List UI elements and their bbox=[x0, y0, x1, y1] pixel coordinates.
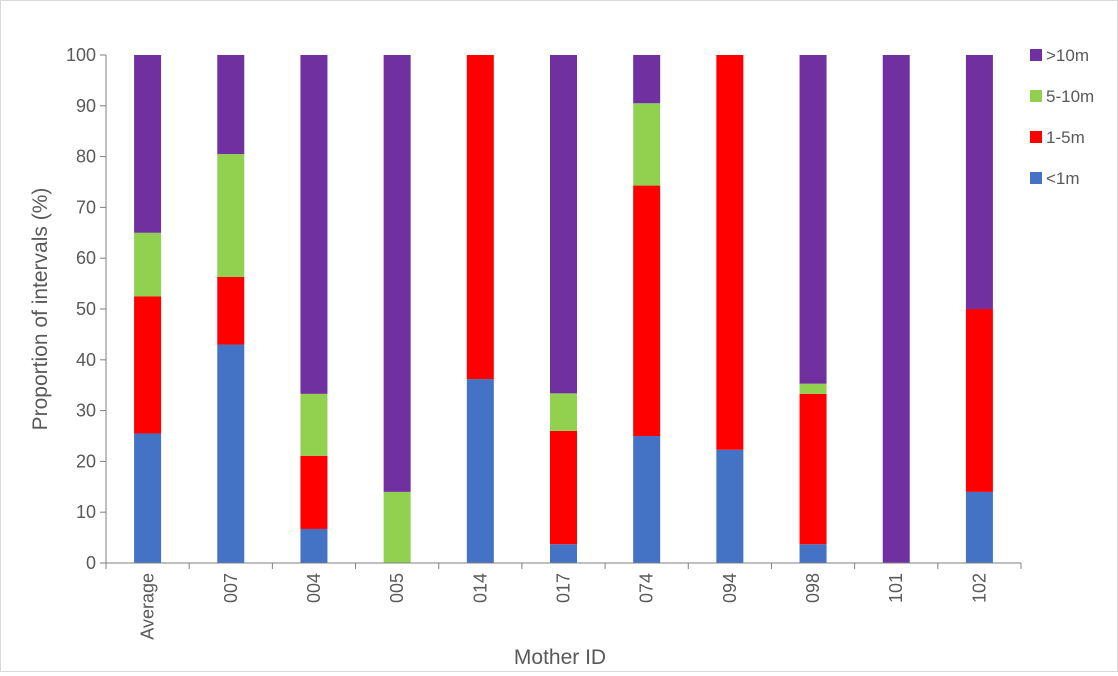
y-tick-label-60: 60 bbox=[76, 248, 96, 268]
y-tick-label-90: 90 bbox=[76, 96, 96, 116]
legend-label-0: >10m bbox=[1046, 46, 1089, 65]
bar-segment-007-series-3 bbox=[217, 55, 245, 155]
x-tick-label-Average: Average bbox=[138, 573, 158, 640]
y-axis-title: Proportion of intervals (%) bbox=[29, 188, 52, 431]
bar-segment-098-series-3 bbox=[799, 55, 827, 384]
legend-label-2: 1-5m bbox=[1046, 128, 1085, 147]
bar-segment-Average-series-0 bbox=[134, 433, 162, 563]
x-tick-label-094: 094 bbox=[720, 573, 740, 603]
bar-segment-094-series-0 bbox=[716, 449, 744, 563]
bar-segment-017-series-3 bbox=[550, 55, 577, 394]
bar-segment-014-series-0 bbox=[466, 379, 494, 563]
bar-segment-Average-series-3 bbox=[134, 55, 162, 233]
bar-segment-014-series-1 bbox=[466, 55, 494, 380]
x-tick-label-101: 101 bbox=[886, 573, 906, 603]
ticks-layer: 0 10 20 30 40 50 60 70 80 90 100 Average 007 004 005 01… bbox=[66, 45, 1022, 640]
legend-swatch-1 bbox=[1030, 90, 1042, 102]
bar-segment-098-series-2 bbox=[799, 383, 827, 394]
bar-segment-017-series-2 bbox=[550, 393, 577, 431]
x-tick-label-102: 102 bbox=[969, 573, 989, 603]
bar-segment-098-series-0 bbox=[799, 544, 827, 563]
x-tick-label-017: 017 bbox=[554, 573, 574, 603]
x-tick-label-074: 074 bbox=[637, 573, 657, 603]
legend-swatch-2 bbox=[1030, 131, 1042, 143]
y-tick-label-40: 40 bbox=[76, 350, 96, 370]
bar-segment-004-series-0 bbox=[300, 528, 328, 563]
y-tick-label-100: 100 bbox=[66, 45, 96, 65]
bar-segment-004-series-3 bbox=[300, 55, 328, 394]
bar-segment-074-series-0 bbox=[633, 436, 661, 563]
bar-segment-Average-series-2 bbox=[134, 232, 162, 297]
legend-label-3: <1m bbox=[1046, 169, 1080, 188]
x-tick-label-098: 098 bbox=[803, 573, 823, 603]
bar-segment-004-series-1 bbox=[300, 455, 328, 529]
bar-segment-005-series-2 bbox=[383, 491, 411, 563]
legend-swatch-0 bbox=[1030, 49, 1042, 61]
x-tick-label-005: 005 bbox=[387, 573, 407, 603]
bar-segment-Average-series-1 bbox=[134, 296, 162, 434]
bar-segment-004-series-2 bbox=[300, 393, 328, 456]
y-tick-label-20: 20 bbox=[76, 451, 96, 471]
y-tick-label-30: 30 bbox=[76, 401, 96, 421]
bar-segment-102-series-0 bbox=[965, 491, 993, 563]
bar-segment-017-series-0 bbox=[550, 544, 577, 563]
bar-segment-102-series-3 bbox=[965, 55, 993, 309]
x-tick-label-007: 007 bbox=[221, 573, 241, 603]
bar-segment-074-series-1 bbox=[633, 185, 661, 436]
bar-segment-007-series-2 bbox=[217, 154, 245, 277]
y-tick-label-70: 70 bbox=[76, 197, 96, 217]
bar-segment-101-series-3 bbox=[882, 55, 910, 563]
y-tick-label-80: 80 bbox=[76, 147, 96, 167]
y-tick-label-0: 0 bbox=[86, 553, 96, 573]
y-tick-label-10: 10 bbox=[76, 502, 96, 522]
bar-segment-094-series-1 bbox=[716, 55, 744, 450]
legend-label-1: 5-10m bbox=[1046, 87, 1094, 106]
bar-segment-007-series-1 bbox=[217, 277, 245, 345]
y-tick-label-50: 50 bbox=[76, 299, 96, 319]
bar-segment-074-series-3 bbox=[633, 55, 661, 104]
legend: >10m 5-10m 1-5m <1m bbox=[1030, 46, 1094, 188]
x-axis-title: Mother ID bbox=[514, 646, 606, 669]
bar-segment-098-series-1 bbox=[799, 393, 827, 545]
bars-layer bbox=[134, 55, 993, 563]
bar-segment-102-series-1 bbox=[965, 309, 993, 492]
x-tick-label-004: 004 bbox=[304, 573, 324, 603]
legend-swatch-3 bbox=[1030, 172, 1042, 184]
x-tick-label-014: 014 bbox=[470, 573, 490, 603]
bar-segment-074-series-2 bbox=[633, 103, 661, 186]
bar-segment-007-series-0 bbox=[217, 344, 245, 563]
bar-segment-005-series-3 bbox=[383, 55, 411, 492]
bar-segment-017-series-1 bbox=[550, 430, 577, 545]
